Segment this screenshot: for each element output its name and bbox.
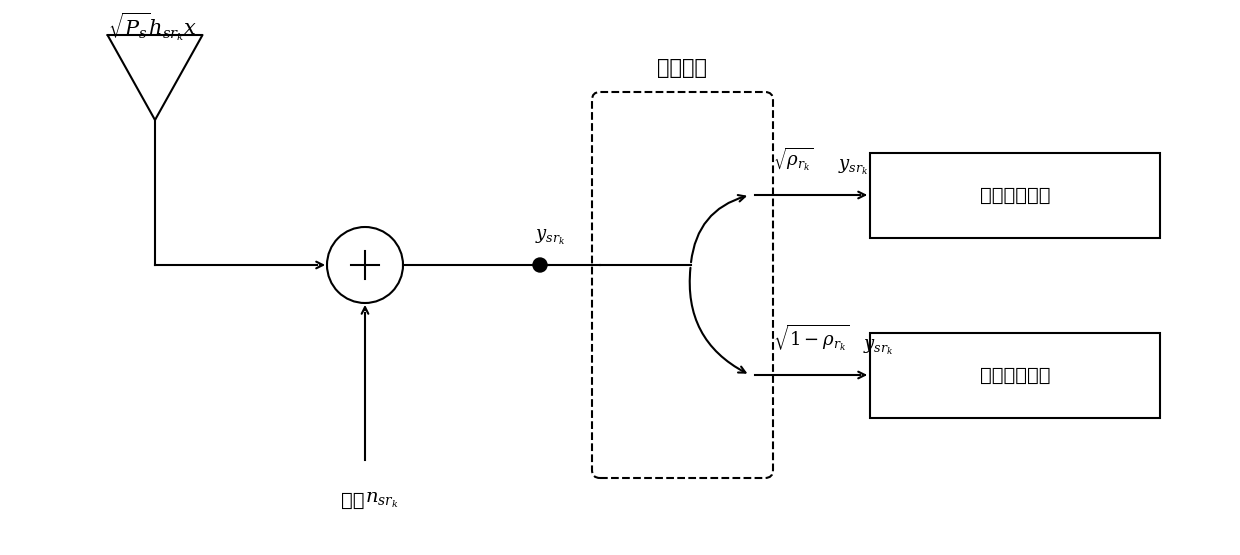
Bar (870, 332, 1159, 417)
Text: 能量采集模块: 能量采集模块 (980, 185, 1050, 204)
Text: $\sqrt{\rho_{r_k}}$: $\sqrt{\rho_{r_k}}$ (773, 145, 813, 173)
Text: $y_{sr_k}$: $y_{sr_k}$ (838, 158, 868, 177)
Text: $n_{sr_k}$: $n_{sr_k}$ (365, 491, 398, 509)
Bar (870, 153, 1159, 238)
Text: 噪声: 噪声 (341, 491, 365, 509)
Text: $\sqrt{1-\rho_{r_k}}$: $\sqrt{1-\rho_{r_k}}$ (773, 322, 849, 353)
Text: 信息接收模块: 信息接收模块 (980, 366, 1050, 385)
Text: 功率分割: 功率分割 (657, 58, 708, 78)
Text: $y_{sr_k}$: $y_{sr_k}$ (863, 338, 893, 357)
Text: $\sqrt{P_s}h_{sr_k}x$: $\sqrt{P_s}h_{sr_k}x$ (108, 10, 197, 43)
Circle shape (533, 258, 547, 272)
Text: $y_{sr_k}$: $y_{sr_k}$ (534, 228, 565, 247)
